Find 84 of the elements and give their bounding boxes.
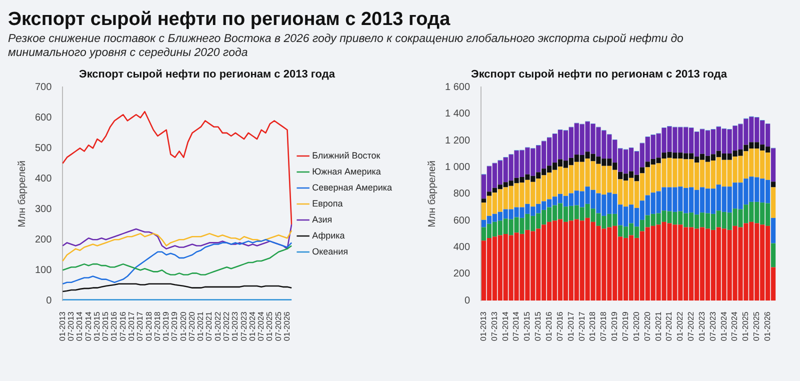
x-tick-label: 01-2020 [632,311,641,341]
x-tick-label: 01-2025 [741,311,750,341]
legend-label: Северная Америка [312,182,392,192]
x-tick-label: 07-2023 [239,311,248,341]
x-tick-label: 07-2017 [136,311,145,341]
x-tick-label: 01-2021 [196,311,206,341]
x-tick-label: 07-2014 [512,311,521,341]
x-tick-label: 01-2013 [478,311,488,341]
y-tick-label: 0 [46,295,52,306]
x-tick-label: 07-2016 [118,311,128,341]
y-axis-title: Млн баррелей [16,160,28,228]
x-tick-label: 07-2017 [577,311,586,341]
x-tick-label: 01-2016 [110,311,119,341]
x-tick-label: 01-2026 [763,311,772,341]
x-tick-label: 01-2019 [610,311,620,341]
x-tick-label: 01-2016 [544,311,554,341]
x-tick-label: 01-2022 [213,311,222,341]
legend-label: Океания [312,246,348,256]
x-tick-label: 07-2016 [555,311,564,341]
x-tick-label: 01-2018 [144,311,154,341]
y-tick-label: 300 [34,204,52,215]
y-tick-label: 1 600 [444,82,470,93]
x-tick-label: 01-2015 [522,311,532,341]
y-tick-label: 800 [453,188,470,200]
y-tick-label: 200 [453,268,470,280]
x-tick-label: 07-2021 [664,311,674,341]
x-tick-label: 07-2020 [187,311,196,341]
y-tick-label: 400 [34,173,52,184]
x-tick-label: 07-2015 [101,311,110,341]
x-tick-label: 01-2014 [500,311,510,341]
x-tick-label: 07-2024 [730,311,740,341]
legend-label: Европа [312,198,343,208]
x-tick-label: 01-2023 [230,311,240,341]
x-tick-label: 07-2023 [708,311,718,341]
x-tick-label: 07-2022 [222,311,232,341]
y-tick-label: 1 200 [444,135,470,146]
x-tick-label: 01-2023 [697,311,706,341]
y-tick-label: 700 [34,82,52,93]
y-tick-label: 500 [34,142,52,154]
legend-label: Ближний Восток [312,150,380,160]
x-tick-label: 07-2020 [642,311,652,341]
x-tick-label: 01-2024 [719,311,728,341]
chart-title: Экспорт сырой нефти по регионам с 2013 года [471,68,728,81]
y-tick-label: 0 [464,295,470,306]
x-tick-label: 07-2018 [599,311,608,341]
x-tick-label: 07-2013 [66,311,76,341]
y-tick-label: 200 [34,234,52,246]
y-tick-label: 400 [453,242,470,254]
x-tick-label: 07-2018 [152,311,162,341]
legend-label: Южная Америка [312,166,381,176]
x-tick-label: 07-2014 [84,311,93,341]
x-tick-label: 01-2014 [75,311,84,341]
x-tick-label: 07-2021 [204,311,214,341]
legend-label: Азия [312,214,332,224]
x-tick-label: 01-2015 [92,311,102,341]
x-tick-label: 01-2013 [58,311,67,341]
text: Резкое снижение поставок с Ближнего Востока в 2026 году привело к сокращению глобального экспорта сырой нефти до минимального уровня с середины 2020 года [8,32,684,60]
x-tick-label: 01-2017 [126,311,136,341]
x-tick-label: 07-2015 [534,311,543,341]
x-tick-label: 01-2017 [566,311,576,341]
x-tick-label: 07-2013 [490,311,499,341]
x-tick-label: 07-2025 [752,311,762,341]
x-tick-label: 07-2022 [686,311,696,341]
x-tick-label: 01-2021 [654,311,663,341]
x-tick-label: 01-2022 [676,311,685,341]
x-tick-label: 01-2024 [248,311,257,341]
legend-label: Африка [312,230,345,240]
chart-title: Экспорт сырой нефти по регионам с 2013 года [79,68,336,81]
y-tick-label: 100 [34,264,52,276]
x-tick-label: 07-2024 [256,311,266,341]
x-tick-label: 01-2020 [178,311,188,341]
x-tick-label: 07-2019 [170,311,180,341]
x-tick-label: 07-2019 [620,311,630,341]
x-tick-label: 01-2018 [588,311,598,341]
x-tick-label: 01-2026 [282,311,292,341]
y-tick-label: 1 400 [444,108,470,120]
y-axis-title: Млн баррелей [426,160,438,228]
text: Экспорт сырой нефти по регионам с 2013 года [8,8,452,32]
x-tick-label: 07-2025 [274,311,283,341]
y-tick-label: 600 [34,112,52,124]
y-tick-label: 600 [453,215,470,226]
x-tick-label: 01-2019 [162,311,171,341]
x-tick-label: 01-2025 [265,311,274,341]
y-tick-label: 1 000 [444,162,470,173]
